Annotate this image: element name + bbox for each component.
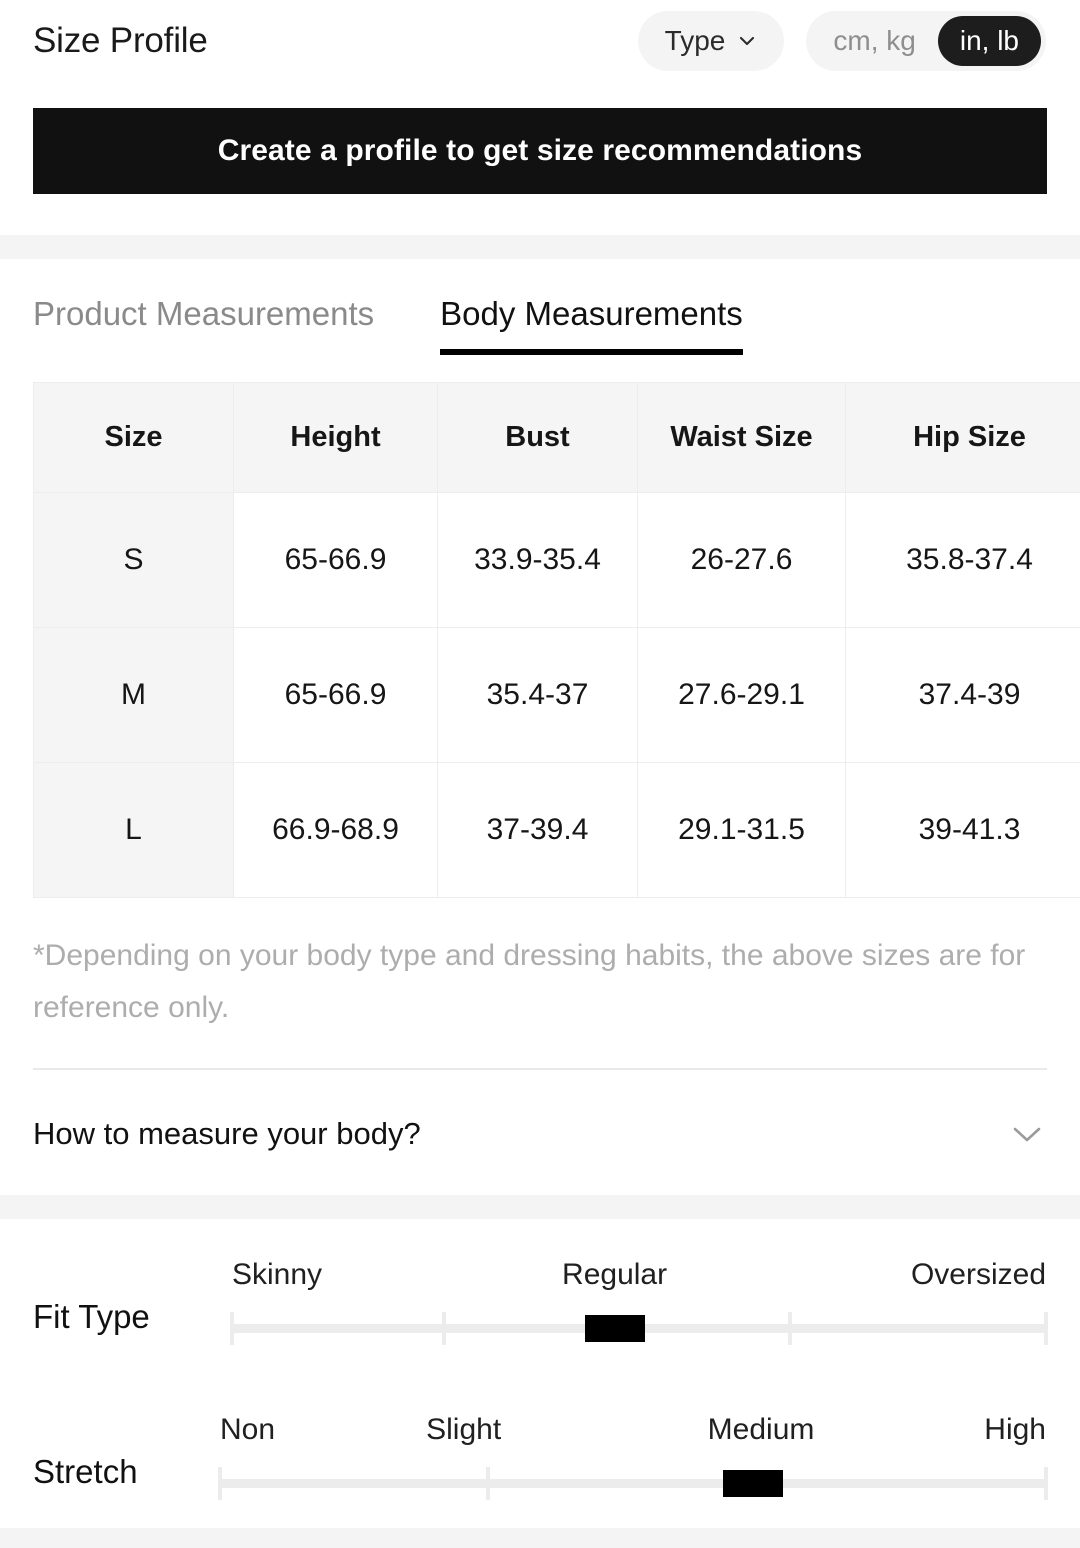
- stretch-scale: Non Slight Medium High: [218, 1405, 1048, 1515]
- section-divider-middle: [0, 1195, 1080, 1219]
- cell-size: S: [33, 492, 234, 628]
- column-header-waist: Waist Size: [637, 382, 846, 493]
- fit-type-slider[interactable]: [230, 1308, 1048, 1348]
- section-divider-bottom: [0, 1528, 1080, 1548]
- column-header-size: Size: [33, 382, 234, 493]
- cell-hip: 39-41.3: [845, 762, 1080, 898]
- column-header-height: Height: [233, 382, 438, 493]
- fit-type-option-regular[interactable]: Regular: [562, 1258, 668, 1291]
- fit-type-label: Fit Type: [33, 1298, 150, 1335]
- unit-option-imperial[interactable]: in, lb: [937, 16, 1041, 66]
- unit-option-metric[interactable]: cm, kg: [833, 25, 916, 56]
- unit-toggle[interactable]: cm, kg in, lb: [806, 11, 1046, 71]
- cell-height: 66.9-68.9: [233, 762, 438, 898]
- cell-size: M: [33, 627, 234, 763]
- table-row: S 65-66.9 33.9-35.4 26-27.6 35.8-37.4: [33, 492, 1080, 628]
- stretch-tick-1: [486, 1467, 491, 1500]
- table-header-row: Size Height Bust Waist Size Hip Size: [33, 382, 1080, 493]
- stretch-label: Stretch: [33, 1453, 138, 1490]
- fit-type-slider-group: Fit Type Skinny Regular Oversized: [0, 1250, 1080, 1360]
- panel-header: Size Profile Type cm, kg in, lb: [0, 0, 1080, 82]
- chevron-down-icon: [737, 31, 757, 51]
- stretch-tick-0: [218, 1467, 222, 1500]
- fit-type-tick-labels: Skinny Regular Oversized: [232, 1258, 1046, 1300]
- cell-waist: 29.1-31.5: [637, 762, 846, 898]
- fit-type-option-skinny[interactable]: Skinny: [232, 1258, 323, 1291]
- fit-type-thumb[interactable]: [584, 1315, 645, 1342]
- create-profile-button[interactable]: Create a profile to get size recommendat…: [33, 108, 1047, 194]
- cell-bust: 37-39.4: [437, 762, 638, 898]
- cell-height: 65-66.9: [233, 627, 438, 763]
- tab-body-measurements[interactable]: Body Measurements: [440, 295, 743, 355]
- stretch-option-slight[interactable]: Slight: [426, 1413, 502, 1446]
- chevron-down-icon[interactable]: [1007, 1122, 1047, 1146]
- cell-waist: 26-27.6: [637, 492, 846, 628]
- stretch-thumb[interactable]: [722, 1470, 783, 1497]
- fit-type-tick-0: [230, 1312, 234, 1345]
- table-row: L 66.9-68.9 37-39.4 29.1-31.5 39-41.3: [33, 762, 1080, 898]
- header-controls: Type cm, kg in, lb: [637, 11, 1046, 71]
- stretch-option-medium[interactable]: Medium: [707, 1413, 815, 1446]
- section-divider-top: [0, 235, 1080, 259]
- cell-bust: 33.9-35.4: [437, 492, 638, 628]
- cell-size: L: [33, 762, 234, 898]
- tab-product-measurements[interactable]: Product Measurements: [33, 295, 375, 332]
- cell-waist: 27.6-29.1: [637, 627, 846, 763]
- fit-type-option-oversized[interactable]: Oversized: [910, 1258, 1046, 1291]
- stretch-track[interactable]: [220, 1479, 1046, 1488]
- how-to-measure-label: How to measure your body?: [33, 1116, 421, 1151]
- size-disclaimer: *Depending on your body type and dressin…: [33, 939, 1026, 1024]
- fit-type-tick-3: [1044, 1312, 1048, 1345]
- how-to-measure-accordion[interactable]: How to measure your body?: [33, 1108, 1047, 1160]
- fit-type-tick-2: [787, 1312, 792, 1345]
- fit-type-tick-1: [441, 1312, 446, 1345]
- measurement-tabs: Product Measurements Body Measurements: [33, 295, 743, 355]
- stretch-slider-group: Stretch Non Slight Medium High: [0, 1405, 1080, 1515]
- horizontal-divider: [33, 1068, 1047, 1070]
- create-profile-label: Create a profile to get size recommendat…: [217, 134, 863, 167]
- stretch-option-non[interactable]: Non: [220, 1413, 276, 1446]
- table-row: M 65-66.9 35.4-37 27.6-29.1 37.4-39: [33, 627, 1080, 763]
- type-selector-button[interactable]: Type: [637, 11, 785, 71]
- stretch-tick-labels: Non Slight Medium High: [220, 1413, 1046, 1455]
- stretch-option-high[interactable]: High: [984, 1413, 1046, 1446]
- body-measurements-table: Size Height Bust Waist Size Hip Size S 6…: [33, 382, 1080, 898]
- stretch-slider[interactable]: [218, 1463, 1048, 1503]
- cell-hip: 37.4-39: [845, 627, 1080, 763]
- column-header-bust: Bust: [437, 382, 638, 493]
- cell-bust: 35.4-37: [437, 627, 638, 763]
- cell-height: 65-66.9: [233, 492, 438, 628]
- type-selector-label: Type: [664, 25, 726, 56]
- cell-hip: 35.8-37.4: [845, 492, 1080, 628]
- page-title: Size Profile: [33, 21, 208, 60]
- fit-type-scale: Skinny Regular Oversized: [230, 1250, 1048, 1360]
- stretch-tick-2: [1044, 1467, 1048, 1500]
- column-header-hip: Hip Size: [845, 382, 1080, 493]
